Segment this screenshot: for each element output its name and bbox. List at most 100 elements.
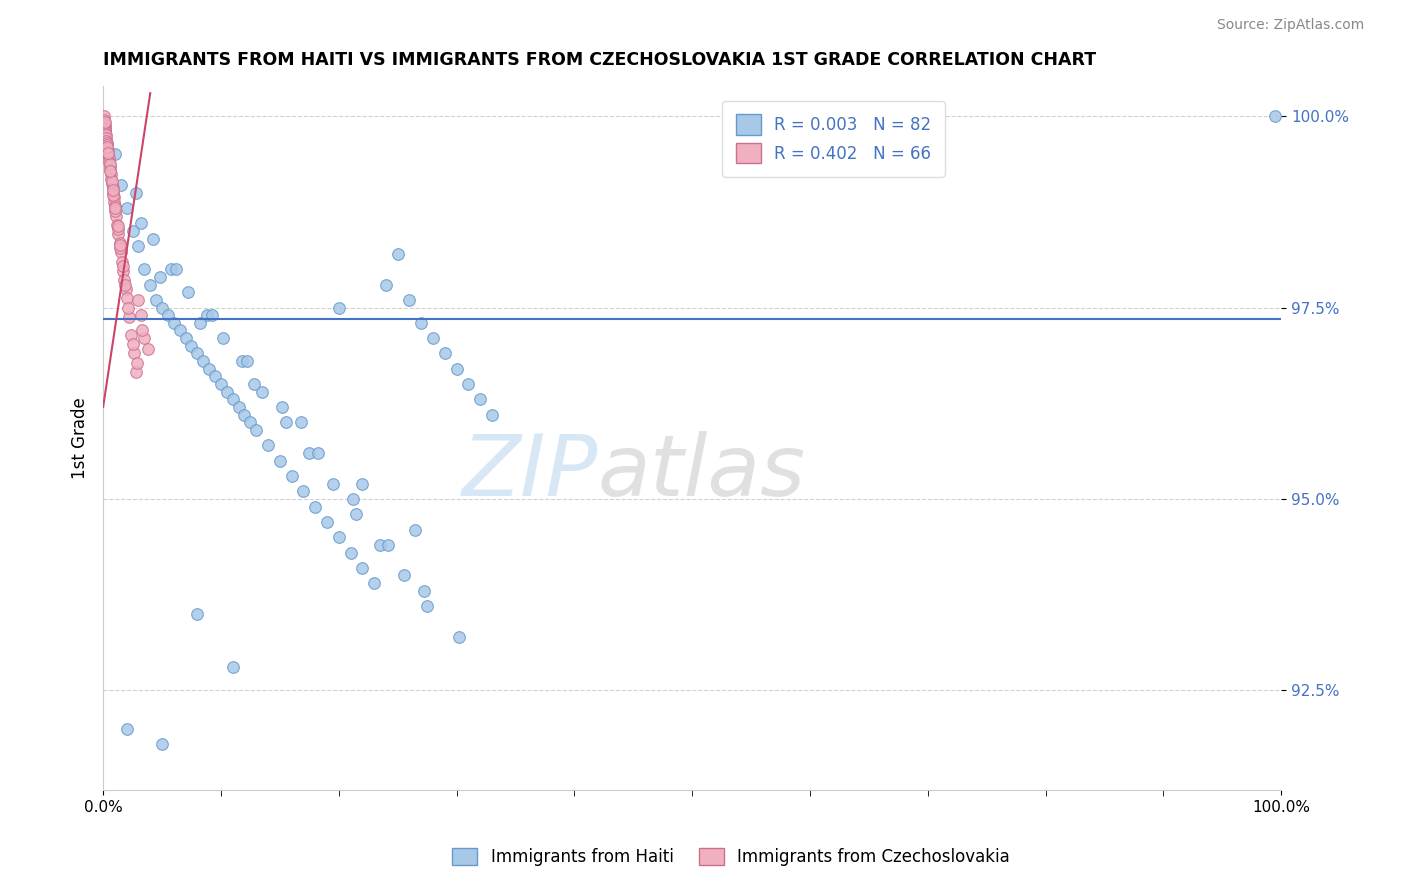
Point [100, 164, 122, 178]
Point [97, 147, 120, 161]
Point [98, 156, 121, 170]
Point [111, 259, 134, 273]
Point [239, 416, 262, 430]
Point [100, 172, 122, 186]
Point [257, 438, 280, 452]
Point [339, 545, 361, 559]
Point [94, 122, 117, 136]
Point [108, 237, 131, 252]
Point [98, 159, 121, 173]
Point [96, 138, 118, 153]
Point [131, 324, 153, 338]
Point [457, 377, 479, 392]
Point [269, 453, 291, 467]
Point [121, 337, 143, 351]
Point [412, 583, 434, 598]
Point [215, 384, 238, 399]
Point [108, 241, 131, 255]
Point [150, 737, 173, 751]
Point [125, 365, 148, 379]
Point [198, 361, 221, 376]
Point [222, 392, 245, 407]
Point [107, 222, 129, 236]
Legend: R = 0.003   N = 82, R = 0.402   N = 66: R = 0.003 N = 82, R = 0.402 N = 66 [723, 101, 945, 177]
Point [142, 232, 165, 246]
Point [103, 188, 125, 202]
Point [101, 186, 124, 200]
Point [112, 273, 135, 287]
Point [422, 331, 444, 345]
Point [122, 346, 145, 360]
Point [243, 377, 266, 392]
Point [387, 247, 409, 261]
Point [433, 346, 456, 360]
Point [307, 446, 329, 460]
Point [139, 277, 162, 292]
Point [377, 538, 399, 552]
Point [100, 167, 122, 181]
Point [290, 416, 312, 430]
Point [94, 115, 117, 129]
Point [100, 174, 122, 188]
Point [101, 181, 124, 195]
Text: atlas: atlas [598, 432, 806, 515]
Text: ZIP: ZIP [461, 432, 598, 515]
Point [200, 308, 222, 322]
Point [94, 126, 117, 140]
Point [108, 236, 131, 251]
Point [344, 507, 367, 521]
Point [98, 155, 121, 169]
Point [134, 331, 156, 345]
Y-axis label: 1st Grade: 1st Grade [72, 397, 89, 478]
Point [180, 339, 202, 353]
Point [101, 177, 124, 191]
Point [94, 124, 117, 138]
Point [322, 476, 344, 491]
Point [186, 607, 208, 621]
Point [280, 469, 302, 483]
Point [149, 269, 172, 284]
Point [104, 147, 127, 161]
Point [342, 491, 364, 506]
Point [110, 178, 132, 192]
Point [105, 209, 128, 223]
Point [212, 331, 235, 345]
Point [129, 216, 152, 230]
Point [186, 346, 208, 360]
Point [150, 301, 173, 315]
Point [411, 316, 433, 330]
Point [117, 301, 139, 315]
Point [96, 141, 118, 155]
Point [193, 354, 215, 368]
Point [169, 324, 191, 338]
Point [222, 660, 245, 674]
Point [112, 264, 135, 278]
Point [163, 316, 186, 330]
Point [304, 500, 326, 514]
Point [96, 134, 118, 148]
Point [94, 120, 117, 135]
Point [298, 446, 321, 460]
Point [195, 308, 218, 322]
Point [127, 293, 149, 307]
Point [274, 416, 297, 430]
Point [120, 328, 142, 343]
Point [96, 136, 118, 150]
Point [250, 384, 273, 399]
Point [115, 201, 138, 215]
Point [115, 722, 138, 736]
Point [97, 151, 120, 165]
Point [114, 282, 136, 296]
Point [368, 538, 391, 552]
Point [93, 112, 115, 127]
Point [127, 239, 149, 253]
Point [328, 530, 350, 544]
Text: Source: ZipAtlas.com: Source: ZipAtlas.com [1216, 18, 1364, 31]
Point [177, 285, 200, 300]
Point [416, 599, 439, 613]
Point [104, 204, 127, 219]
Point [236, 354, 259, 368]
Point [165, 262, 187, 277]
Point [233, 408, 256, 422]
Point [1264, 109, 1286, 123]
